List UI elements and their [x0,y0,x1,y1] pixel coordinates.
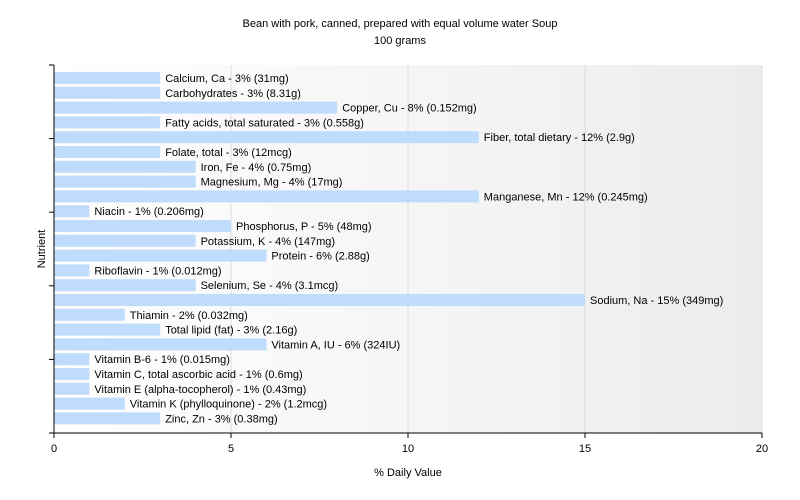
bar [54,412,161,425]
x-axis-label: % Daily Value [374,467,442,479]
bar [54,131,479,144]
bar [54,382,90,395]
bar-label: Riboflavin - 1% (0.012mg) [94,265,221,277]
x-tick-label: 15 [579,443,591,455]
bar-label: Vitamin A, IU - 6% (324IU) [271,339,400,351]
bar [54,234,196,247]
bar [54,72,161,84]
bar [54,190,479,203]
bar [54,323,161,336]
bar [54,308,125,321]
bar-label: Vitamin E (alpha-tocopherol) - 1% (0.43m… [94,384,306,396]
x-tick-label: 20 [756,443,768,455]
bar-label: Vitamin B-6 - 1% (0.015mg) [94,354,230,366]
bar-label: Folate, total - 3% (12mcg) [165,147,292,159]
bar-label: Copper, Cu - 8% (0.152mg) [342,103,477,115]
bar-label: Selenium, Se - 4% (3.1mcg) [201,280,339,292]
bar [54,101,338,114]
bar-label: Zinc, Zn - 3% (0.38mg) [165,413,277,425]
bar-label: Thiamin - 2% (0.032mg) [130,310,248,322]
bar [54,116,161,129]
chart-subtitle: 100 grams [374,35,426,47]
bar-label: Total lipid (fat) - 3% (2.16g) [165,325,297,337]
bar [54,353,90,366]
bar-label: Carbohydrates - 3% (8.31g) [165,88,301,100]
bar-label: Phosphorus, P - 5% (48mg) [236,221,372,233]
bar [54,368,90,380]
x-tick-label: 10 [402,443,414,455]
bar-label: Protein - 6% (2.88g) [271,251,369,263]
bar-label: Vitamin K (phylloquinone) - 2% (1.2mcg) [130,399,327,411]
bar-label: Vitamin C, total ascorbic acid - 1% (0.6… [94,369,302,381]
chart-title: Bean with pork, canned, prepared with eq… [243,18,558,30]
bar-label: Fatty acids, total saturated - 3% (0.558… [165,117,364,129]
bar [54,175,196,188]
bar-label: Calcium, Ca - 3% (31mg) [165,73,288,85]
bar [54,220,231,232]
bar [54,160,196,173]
bar [54,249,267,262]
x-tick-label: 0 [51,443,57,455]
bar [54,294,585,306]
bar-label: Fiber, total dietary - 12% (2.9g) [484,132,635,144]
bar-label: Iron, Fe - 4% (0.75mg) [201,162,312,174]
bar-label: Potassium, K - 4% (147mg) [201,236,336,248]
bar [54,397,125,410]
bar [54,205,90,218]
bar [54,146,161,158]
y-axis-label: Nutrient [36,230,48,269]
bar [54,338,267,351]
bar [54,264,90,277]
bar-label: Niacin - 1% (0.206mg) [94,206,203,218]
bar [54,86,161,99]
bar [54,279,196,292]
bar-label: Manganese, Mn - 12% (0.245mg) [484,191,648,203]
bar-label: Sodium, Na - 15% (349mg) [590,295,723,307]
x-tick-label: 5 [228,443,234,455]
bar-label: Magnesium, Mg - 4% (17mg) [201,177,343,189]
